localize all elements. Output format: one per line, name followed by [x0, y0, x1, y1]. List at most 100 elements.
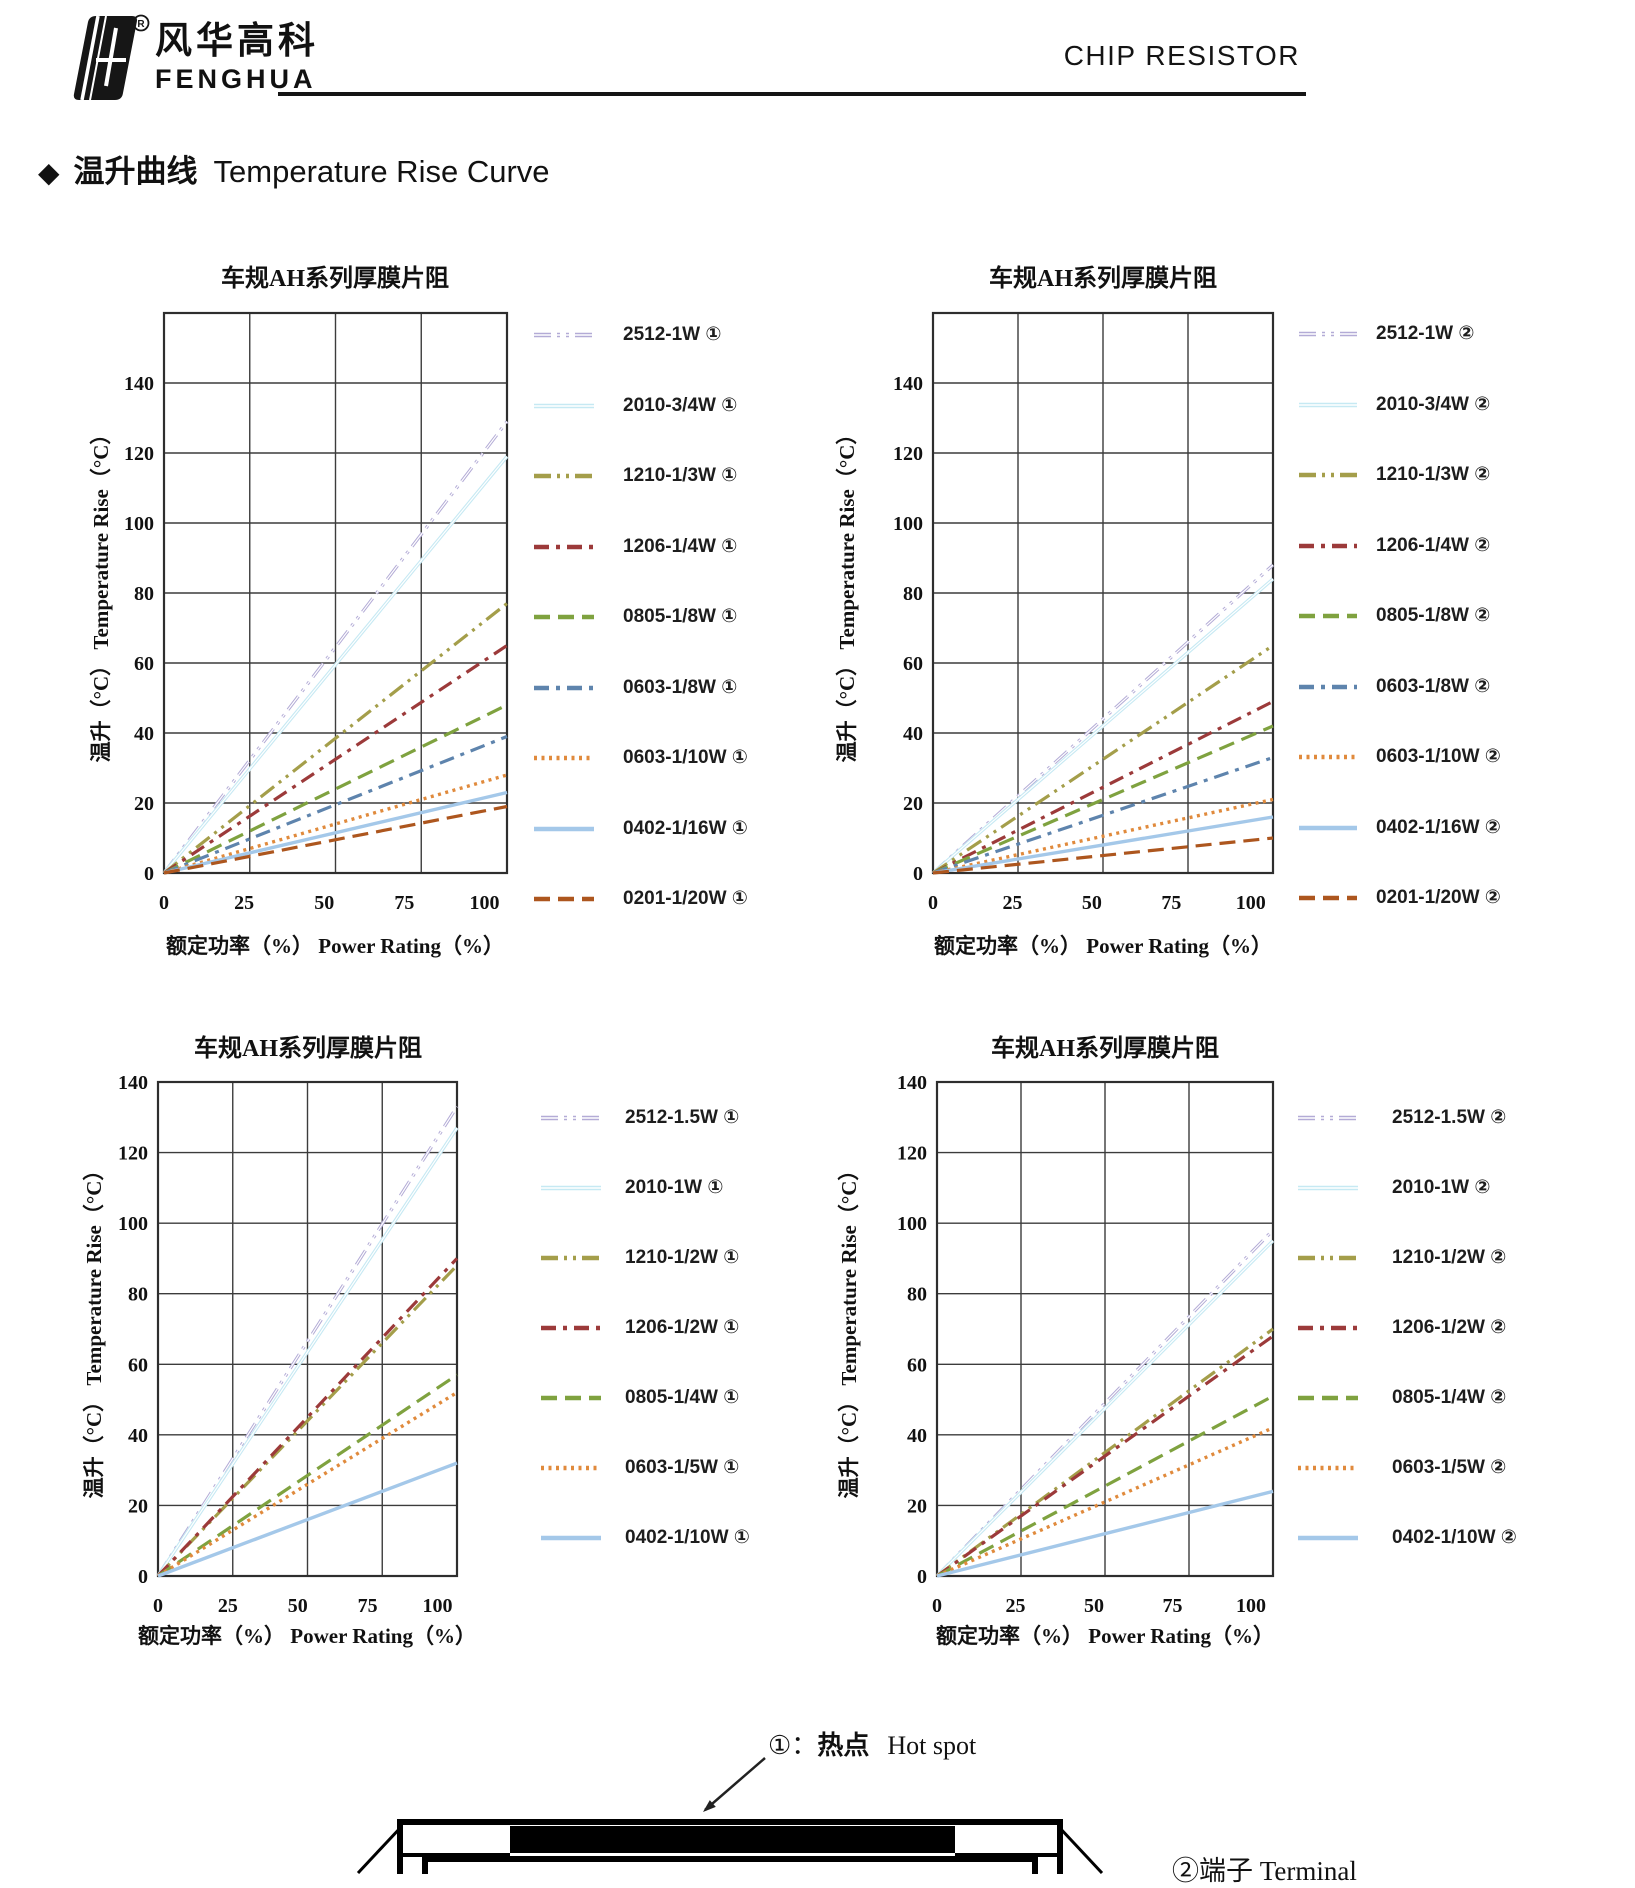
- series-line: [936, 1489, 1274, 1578]
- chart-plot-3: 0 20 40 60 80 100 120 140 0 25 50 75 100: [897, 1072, 1275, 1617]
- legend-label: 1206-1/4W ②: [1376, 534, 1491, 556]
- legend-label: 0603-1/10W ①: [623, 747, 748, 768]
- legend-line-sample: [541, 1395, 601, 1401]
- legend-item: 0201-1/20W ②: [1298, 887, 1546, 908]
- legend-item: 1210-1/2W ②: [1297, 1247, 1562, 1268]
- legend-item: 1206-1/4W ②: [1298, 534, 1546, 556]
- x-axis-label: 额定功率（%） Power Rating（%）: [166, 934, 504, 958]
- legend-item: 1206-1/2W ②: [1297, 1317, 1562, 1338]
- legend-item: 0603-1/5W ②: [1297, 1457, 1562, 1478]
- section-title-chinese: 温升曲线: [73, 154, 198, 190]
- corner-line-left: [356, 1824, 404, 1874]
- legend-label: 0402-1/10W ①: [625, 1527, 750, 1548]
- series-line: [156, 1257, 459, 1578]
- y-tick-label: 60: [134, 653, 154, 675]
- y-tick-label: 140: [897, 1072, 927, 1094]
- corner-line-right: [1056, 1824, 1104, 1874]
- chart-plot-2: 0 20 40 60 80 100 120 140 0 25 50 75 100: [118, 1072, 459, 1617]
- y-tick-label: 60: [903, 653, 923, 675]
- legend-line-sample: [1298, 1395, 1358, 1401]
- legend-line-sample: [1299, 331, 1357, 337]
- x-tick-label: 100: [1236, 1595, 1266, 1617]
- legend-line-sample: [534, 403, 594, 408]
- hot-spot-bar: [510, 1826, 955, 1853]
- y-tick-label: 140: [124, 373, 154, 395]
- y-tick-label: 80: [128, 1284, 148, 1306]
- legend-label: 1210-1/2W ①: [625, 1247, 740, 1268]
- y-axis-label: 温升（°C） Temperature Rise（°C）: [837, 1159, 861, 1499]
- legend-item: 2010-3/4W ②: [1298, 393, 1546, 415]
- diamond-bullet-icon: ◆: [38, 157, 60, 188]
- legend-label: 2512-1.5W ②: [1392, 1107, 1507, 1128]
- series-line: [163, 703, 508, 875]
- x-tick-label: 75: [1163, 1595, 1183, 1617]
- svg-text:R: R: [137, 19, 145, 30]
- x-tick-label: 25: [1002, 892, 1022, 914]
- legend-label: 1206-1/2W ①: [625, 1317, 740, 1338]
- legend-label: 1210-1/3W ②: [1376, 464, 1491, 485]
- series-line: [163, 790, 508, 875]
- y-tick-label: 20: [903, 793, 923, 815]
- legend-label: 0603-1/8W ①: [623, 676, 738, 698]
- legend-label: 2512-1.5W ①: [625, 1107, 740, 1128]
- legend-item: 1210-1/2W ①: [540, 1247, 795, 1268]
- legend-line-sample: [541, 1465, 601, 1471]
- legend-line-sample: [1299, 684, 1357, 689]
- x-tick-label: 50: [1082, 892, 1102, 914]
- x-axis-label: 额定功率（%） Power Rating（%）: [936, 1624, 1274, 1648]
- chart-title: 车规AH系列厚膜片阻: [989, 266, 1217, 292]
- legend-line-sample: [541, 1115, 601, 1121]
- chart-title: 车规AH系列厚膜片阻: [194, 1036, 422, 1062]
- legend-item: 0402-1/10W ②: [1297, 1527, 1562, 1548]
- legend-line-sample: [1299, 472, 1357, 478]
- series-line: [163, 644, 508, 875]
- legend-item: 2512-1.5W ②: [1297, 1107, 1562, 1128]
- legend-line-sample: [1299, 895, 1357, 901]
- legend-label: 0402-1/16W ②: [1376, 816, 1501, 838]
- y-tick-label: 20: [907, 1495, 927, 1517]
- legend-line-sample: [534, 473, 594, 479]
- legend-item: 0402-1/16W ②: [1298, 816, 1546, 838]
- legend-item: 2010-3/4W ①: [533, 395, 793, 416]
- terminal-footnote: ②端子 Terminal: [1172, 1856, 1357, 1886]
- legend-label: 2010-3/4W ②: [1376, 393, 1491, 415]
- legend-label: 0402-1/10W ②: [1392, 1527, 1517, 1548]
- legend-item: 0805-1/8W ②: [1298, 605, 1546, 626]
- series-line: [163, 602, 508, 875]
- header-rule: [278, 92, 1306, 96]
- y-tick-label: 0: [917, 1566, 927, 1588]
- y-tick-label: 120: [118, 1143, 148, 1165]
- series-line: [936, 1327, 1274, 1578]
- x-tick-label: 25: [234, 892, 254, 914]
- legend-item: 0805-1/8W ①: [533, 606, 793, 627]
- legend-item: 2010-1W ①: [540, 1177, 795, 1198]
- legend-line-sample: [534, 826, 594, 831]
- y-tick-label: 0: [144, 863, 154, 885]
- x-tick-label: 25: [1006, 1595, 1026, 1617]
- legend-item: 2512-1W ①: [533, 324, 793, 345]
- y-tick-label: 120: [893, 443, 923, 465]
- hot-spot-label-en: Hot spot: [887, 1731, 977, 1760]
- chart-title: 车规AH系列厚膜片阻: [221, 266, 449, 292]
- y-tick-label: 40: [907, 1425, 927, 1447]
- y-tick-label: 80: [134, 583, 154, 605]
- y-tick-label: 80: [903, 583, 923, 605]
- y-tick-label: 100: [893, 513, 923, 535]
- legend-line-sample: [1299, 754, 1357, 760]
- legend-line-sample: [541, 1325, 601, 1331]
- legend-label: 2010-1W ①: [625, 1177, 724, 1198]
- chart-plot-1: 0 20 40 60 80 100 120 140 0 25 50 75 100: [893, 311, 1275, 914]
- legend-label: 0603-1/5W ②: [1392, 1457, 1507, 1478]
- legend-line-sample: [1298, 1535, 1358, 1541]
- legend-item: 1210-1/3W ①: [533, 465, 793, 486]
- brand-name-chinese: 风华高科: [155, 19, 319, 62]
- legend-line-sample: [541, 1255, 601, 1261]
- x-tick-label: 0: [159, 892, 169, 914]
- y-tick-label: 140: [893, 373, 923, 395]
- hot-spot-footnote: ①：热点 Hot spot: [768, 1725, 976, 1762]
- series-line: [163, 735, 508, 875]
- y-tick-label: 80: [907, 1284, 927, 1306]
- y-tick-label: 60: [128, 1354, 148, 1376]
- legend-line-sample: [534, 755, 594, 761]
